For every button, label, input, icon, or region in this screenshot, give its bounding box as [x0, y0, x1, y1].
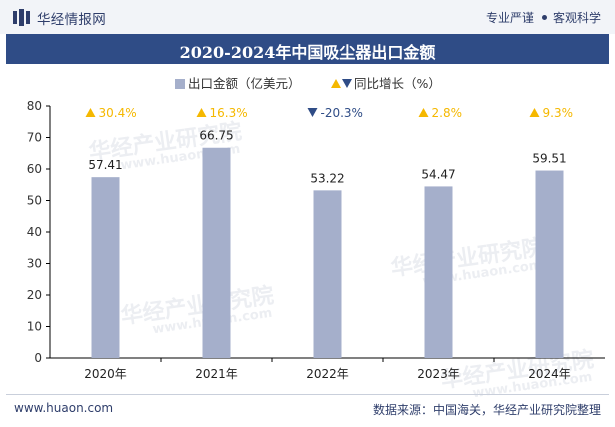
legend-item-yoy-growth: 同比增长（%） [331, 73, 441, 92]
brand-name: 华经情报网 [37, 12, 106, 28]
y-tick-label: 0 [34, 351, 42, 365]
slogan-right: 客观科学 [552, 11, 601, 25]
bar-value-label: 66.75 [199, 129, 233, 143]
bar [313, 190, 342, 358]
growth-up-triangle [196, 108, 207, 117]
y-tick-label: 30 [27, 257, 42, 271]
slogan-dot-icon [541, 15, 547, 20]
growth-label: 9.3% [543, 106, 574, 120]
y-tick-label: 60 [27, 162, 42, 176]
legend-bar-swatch-icon [175, 79, 185, 89]
footer-source: 数据来源：中国海关，华经产业研究院整理 [372, 403, 601, 417]
growth-label: 30.4% [99, 106, 137, 120]
bar [424, 186, 453, 358]
y-tick-label: 40 [27, 225, 42, 239]
brand-logo-icon [13, 9, 30, 26]
chart-title: 2020-2024年中国吸尘器出口金额 [179, 43, 436, 62]
bar [535, 170, 564, 358]
growth-up-triangle [529, 108, 540, 117]
x-tick-label: 2024年 [528, 367, 571, 381]
growth-label: 16.3% [210, 106, 248, 120]
bar [202, 147, 231, 358]
chart-legend: 出口金额（亿美元） 同比增长（%） [0, 73, 615, 93]
x-tick-label: 2023年 [417, 367, 460, 381]
footer-divider [6, 394, 609, 395]
x-tick-label: 2022年 [306, 367, 349, 381]
slogan-left: 专业严谨 [485, 11, 534, 25]
legend-item-export-value: 出口金额（亿美元） [175, 73, 301, 92]
bar-value-label: 54.47 [421, 167, 455, 181]
bar [91, 177, 120, 358]
bar-value-label: 53.22 [310, 171, 344, 185]
x-tick-label: 2020年 [84, 367, 127, 381]
growth-down-triangle [307, 108, 318, 117]
legend-triangle-down-icon [342, 79, 352, 88]
x-tick-label: 2021年 [195, 367, 238, 381]
footer-website: www.huaon.com [14, 401, 114, 415]
legend-triangle-up-icon [331, 79, 341, 88]
title-bar: 2020-2024年中国吸尘器出口金额 [6, 34, 609, 64]
legend-label-export-value: 出口金额（亿美元） [188, 76, 301, 91]
growth-label: -20.3% [321, 106, 363, 120]
y-tick-label: 80 [27, 99, 42, 113]
legend-label-yoy-growth: 同比增长（%） [354, 76, 441, 91]
growth-up-triangle [418, 108, 429, 117]
growth-label: 2.8% [432, 106, 463, 120]
y-tick-label: 50 [27, 194, 42, 208]
y-tick-label: 70 [27, 131, 42, 145]
brand-slogan: 专业严谨 客观科学 [486, 9, 601, 26]
y-tick-label: 10 [27, 320, 42, 334]
bar-value-label: 57.41 [88, 158, 122, 172]
growth-up-triangle [85, 108, 96, 117]
bar-value-label: 59.51 [532, 152, 566, 166]
top-bar: 华经情报网 专业严谨 客观科学 [0, 0, 615, 34]
y-tick-label: 20 [27, 288, 42, 302]
